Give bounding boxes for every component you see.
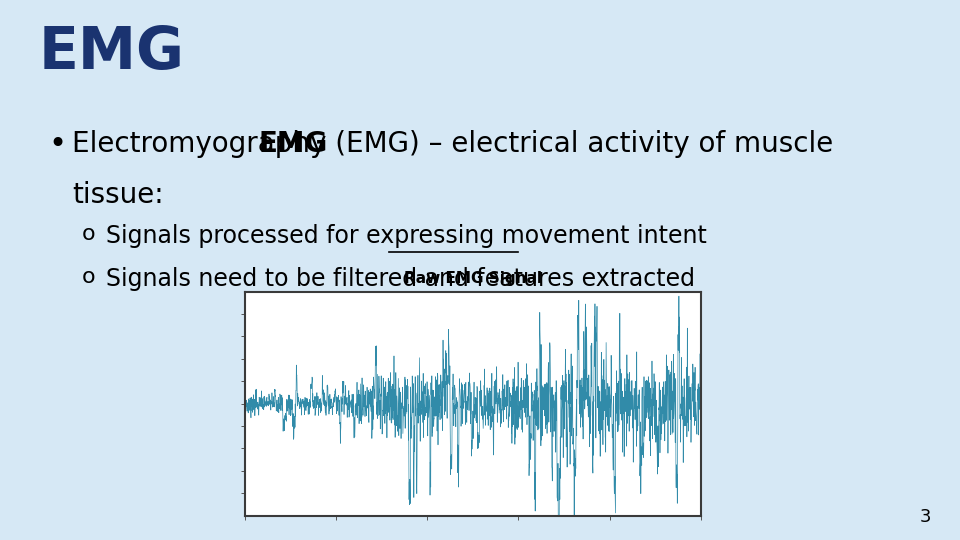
Text: o: o <box>82 267 95 287</box>
Text: EMG: EMG <box>38 24 184 82</box>
Title: Raw EMG Signal: Raw EMG Signal <box>404 271 541 286</box>
Text: Signals processed for expressing movement intent: Signals processed for expressing movemen… <box>106 224 707 248</box>
Text: Electromyography (EMG) – electrical activity of muscle: Electromyography (EMG) – electrical acti… <box>72 130 833 158</box>
Text: o: o <box>82 224 95 244</box>
Text: Signals need to be filtered and features extracted: Signals need to be filtered and features… <box>106 267 695 291</box>
Text: •: • <box>48 130 66 159</box>
Text: 3: 3 <box>920 509 931 526</box>
Text: EMG: EMG <box>258 130 328 158</box>
Text: tissue:: tissue: <box>72 181 163 209</box>
